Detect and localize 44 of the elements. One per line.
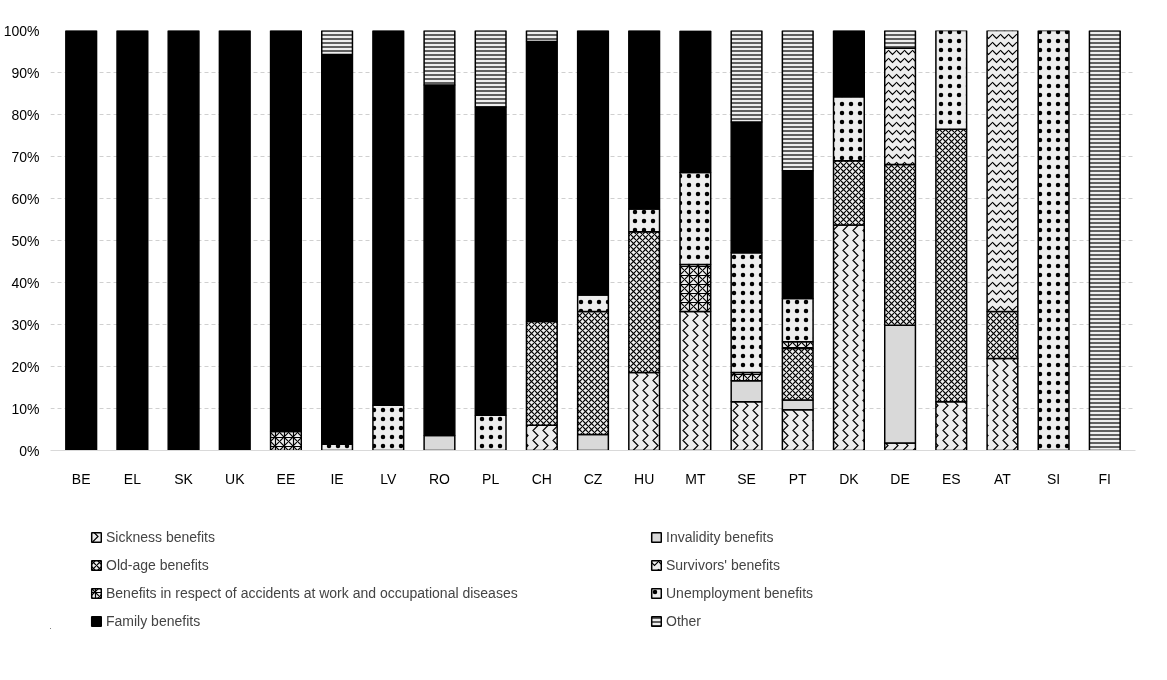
legend-label: Sickness benefits [106, 529, 215, 545]
x-tick-label: DE [890, 470, 910, 487]
x-tick-label: DK [839, 470, 860, 487]
x-tick-label: CH [531, 470, 552, 487]
y-tick-label: 20% [11, 358, 40, 375]
x-tick-label: ES [941, 470, 961, 487]
bar [116, 30, 149, 451]
y-tick-label: 40% [11, 274, 40, 291]
y-tick-label: 80% [11, 106, 40, 123]
y-tick-label: 10% [11, 400, 40, 417]
x-tick-label: SI [1047, 470, 1061, 487]
x-tick-label: AT [994, 470, 1012, 487]
bar [218, 30, 251, 451]
y-tick-label: 0% [19, 442, 40, 459]
legend-label: Invalidity benefits [666, 529, 774, 545]
bar [65, 30, 98, 451]
x-tick-label: SE [737, 470, 756, 487]
legend-label: Old-age benefits [106, 557, 209, 573]
x-tick-label: RO [428, 470, 451, 487]
legend-label: Unemployment benefits [666, 585, 814, 601]
legend-label: Family benefits [106, 613, 201, 629]
x-tick-label: EE [276, 470, 296, 487]
y-tick-label: 90% [11, 64, 40, 81]
x-tick-label: MT [685, 470, 706, 487]
x-tick-label: CZ [583, 470, 603, 487]
y-tick-label: 30% [11, 316, 40, 333]
legend-label: Other [666, 613, 702, 629]
x-tick-label: IE [330, 470, 344, 487]
x-tick-label: FI [1098, 470, 1112, 487]
x-tick-label: UK [225, 470, 246, 487]
y-tick-label: 70% [11, 148, 40, 165]
y-tick-label: 100% [3, 22, 40, 39]
x-tick-label: HU [634, 470, 655, 487]
x-tick-label: PL [482, 470, 500, 487]
legend-label: Benefits in respect of accidents at work and occupational diseases [106, 585, 518, 601]
bar [167, 30, 200, 451]
x-tick-label: LV [380, 470, 397, 487]
y-tick-label: 50% [11, 232, 40, 249]
y-tick-label: 60% [11, 190, 40, 207]
x-tick-label: PT [788, 470, 808, 487]
legend-label: Survivors' benefits [666, 557, 780, 573]
x-tick-label: SK [174, 470, 194, 487]
x-tick-label: EL [123, 470, 142, 487]
x-tick-label: BE [71, 470, 91, 487]
